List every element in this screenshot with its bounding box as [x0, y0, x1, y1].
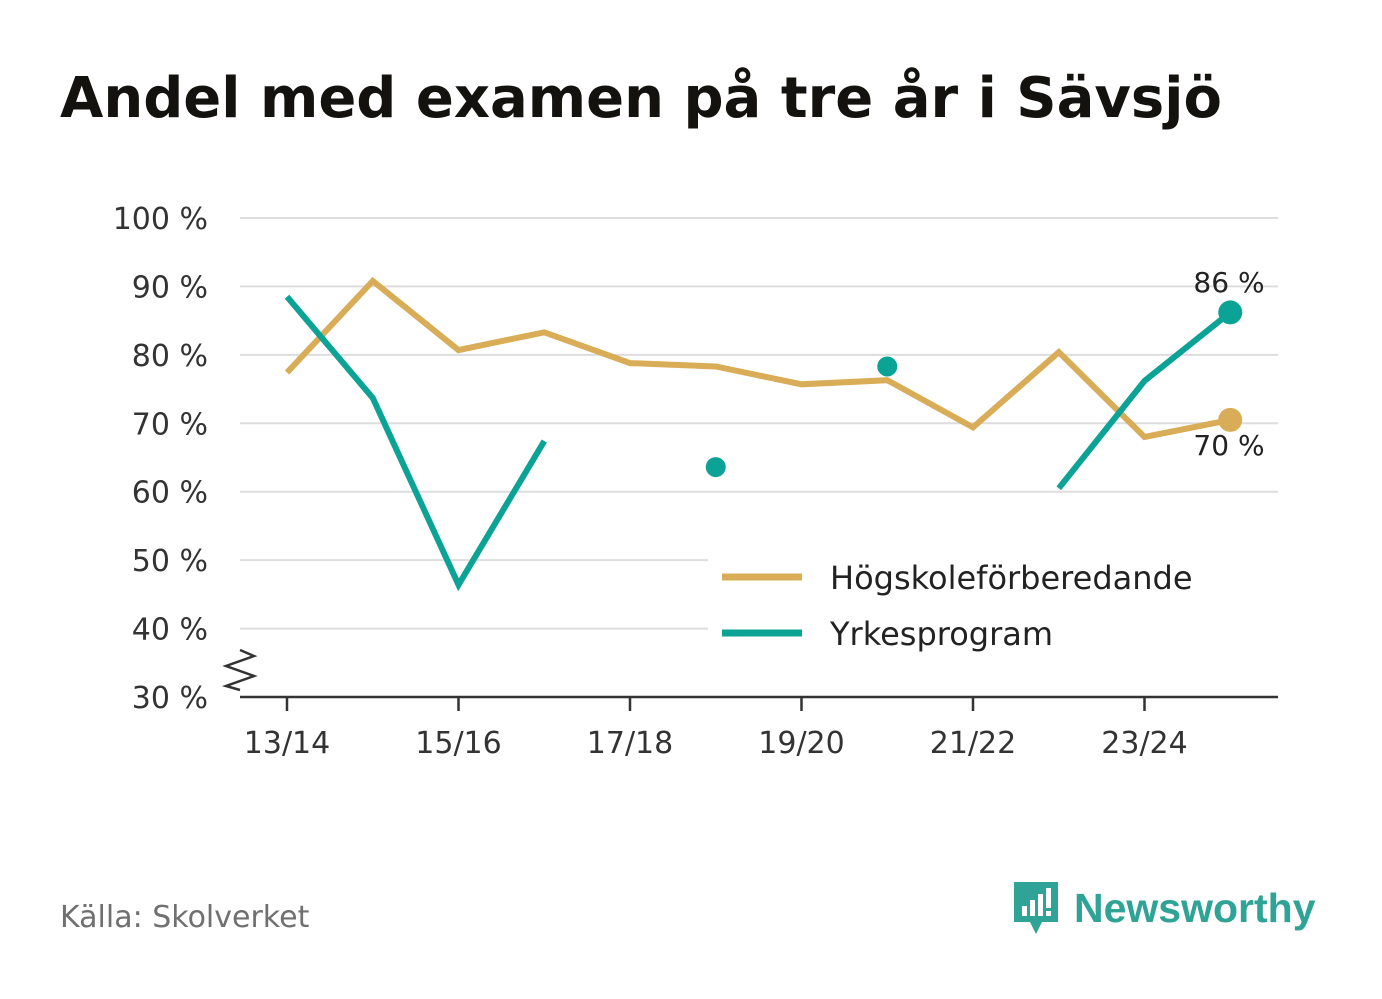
y-tick-label: 70 %: [132, 407, 208, 442]
y-tick-label: 100 %: [113, 202, 208, 237]
axes: [221, 648, 1278, 711]
y-tick-label: 80 %: [132, 339, 208, 374]
source-note: Källa: Skolverket: [60, 900, 310, 935]
brand-logo: Newsworthy: [1010, 878, 1316, 938]
series-line: [284, 276, 1231, 441]
y-axis-tick-labels: 30 % 40 % 50 % 60 % 70 % 80 % 90 % 100 %: [113, 202, 208, 716]
x-tick-label: 23/24: [1101, 726, 1187, 761]
end-label-hogskoleforberedande: 70 %: [1193, 429, 1264, 462]
end-point-marker: [1218, 300, 1243, 325]
y-tick-label: 60 %: [132, 476, 208, 511]
brand-name: Newsworthy: [1074, 884, 1316, 931]
y-tick-label: 30 %: [132, 681, 208, 716]
x-tick-label: 21/22: [930, 726, 1016, 761]
y-tick-label: 90 %: [132, 270, 208, 305]
data-point: [705, 457, 726, 478]
legend: Högskoleförberedande Yrkesprogram: [708, 548, 1278, 672]
x-axis-tick-labels: 13/14 15/16 17/18 19/20 21/22 23/24: [244, 726, 1188, 761]
y-tick-label: 50 %: [132, 544, 208, 579]
x-tick-label: 19/20: [758, 726, 844, 761]
series-line: [1056, 310, 1233, 491]
end-label-yrkesprogram: 86 %: [1193, 266, 1264, 299]
x-tick-label: 17/18: [587, 726, 673, 761]
y-tick-label: 40 %: [132, 613, 208, 648]
axis-break-icon: [221, 648, 258, 692]
series-lines: [284, 276, 1243, 592]
end-point-marker: [1218, 407, 1243, 432]
x-tick-label: 13/14: [244, 726, 330, 761]
chart-title: Andel med examen på tre år i Sävsjö: [60, 66, 1222, 131]
series-line: [284, 294, 547, 592]
newsworthy-logo-icon: [1014, 882, 1058, 934]
end-labels: 86 % 70 %: [1193, 266, 1264, 462]
legend-label-hogskoleforberedande: Högskoleförberedande: [830, 559, 1193, 597]
x-tick-label: 15/16: [415, 726, 501, 761]
data-point: [877, 356, 898, 377]
legend-label-yrkesprogram: Yrkesprogram: [829, 615, 1053, 653]
legend-background: [708, 548, 1278, 672]
